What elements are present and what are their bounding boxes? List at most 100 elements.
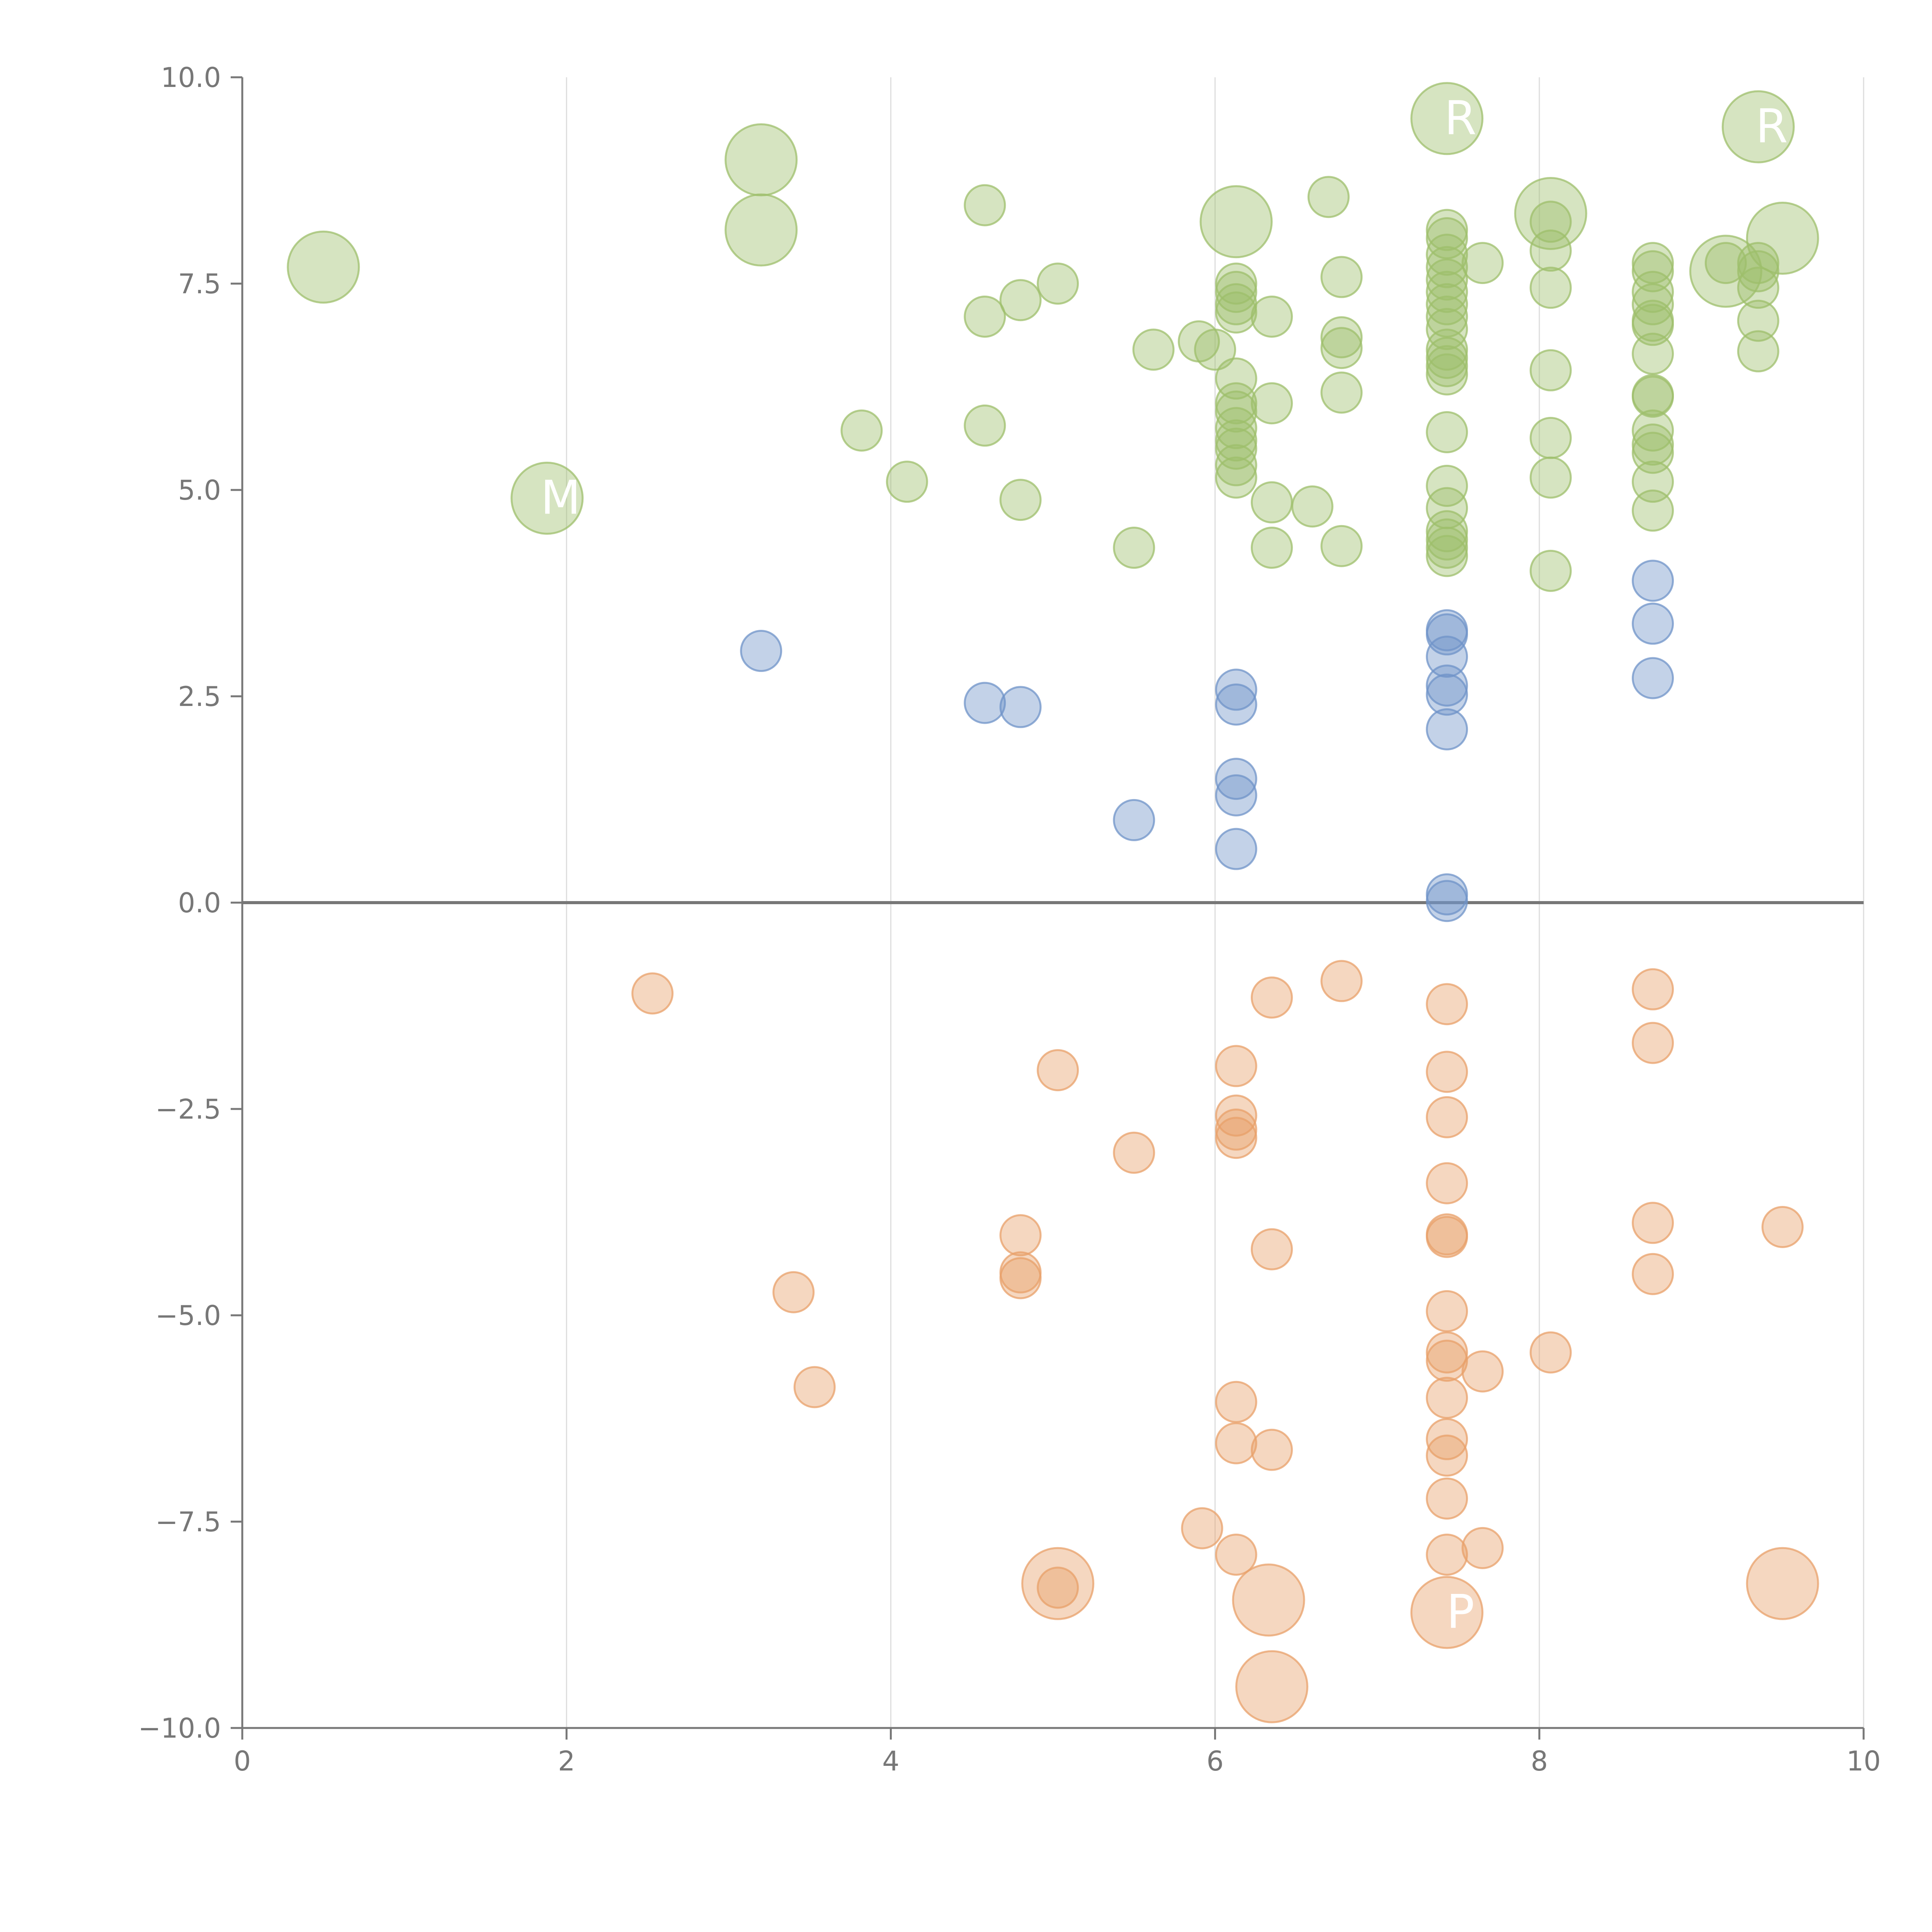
data-point-blue-18 xyxy=(1632,602,1674,645)
data-point-blue-19 xyxy=(1632,657,1674,699)
data-point-green-68 xyxy=(1529,267,1572,309)
data-point-green-12 xyxy=(964,295,1006,338)
data-point-green-92 xyxy=(1737,330,1779,372)
data-point-blue-11 xyxy=(1426,635,1468,678)
series-blue xyxy=(740,560,1674,922)
x-tick-label: 10 xyxy=(1846,1745,1881,1777)
axes: 10.0 7.5 5.0 2.5 0.0 −2.5 −5.0 −7.5 −10.0 0 2 4 6 8 10 xyxy=(138,62,1881,1777)
data-point-orange-40 xyxy=(1632,1202,1674,1244)
data-point-green-78 xyxy=(1632,304,1674,346)
data-point-orange-33 xyxy=(1426,1477,1468,1520)
data-point-green-71 xyxy=(1529,456,1572,499)
data-point-green-90 xyxy=(1737,267,1779,309)
data-point-orange-44 xyxy=(1232,1563,1305,1637)
y-tick-label: 5.0 xyxy=(178,474,221,506)
data-point-green-36 xyxy=(1250,382,1293,425)
data-point-blue-17 xyxy=(1632,560,1674,602)
data-point-orange-0 xyxy=(631,972,674,1015)
data-point-green-85 xyxy=(1632,461,1674,503)
data-point-green-0 xyxy=(287,230,360,304)
x-tick-label: 0 xyxy=(234,1745,251,1777)
data-point-orange-45 xyxy=(1410,1576,1484,1649)
data-point-orange-38 xyxy=(1632,968,1674,1010)
data-point-green-47 xyxy=(1426,233,1468,276)
x-tick-label: 8 xyxy=(1531,1745,1548,1777)
data-point-green-8 xyxy=(1746,202,1819,275)
data-point-green-51 xyxy=(1426,283,1468,325)
data-point-orange-20 xyxy=(1320,960,1363,1002)
data-point-blue-6 xyxy=(1215,758,1257,800)
series-green xyxy=(287,82,1819,592)
data-point-orange-16 xyxy=(1215,1533,1257,1576)
data-point-orange-26 xyxy=(1426,1216,1468,1258)
data-point-green-50 xyxy=(1426,270,1468,313)
data-point-green-17 xyxy=(964,404,1006,447)
data-point-orange-3 xyxy=(999,1214,1042,1257)
data-point-orange-17 xyxy=(1250,976,1293,1019)
data-point-orange-22 xyxy=(1426,1051,1468,1093)
data-point-green-29 xyxy=(1215,390,1257,433)
x-tick-label: 4 xyxy=(882,1745,900,1777)
data-point-green-35 xyxy=(1250,295,1293,338)
data-point-orange-2 xyxy=(793,1366,836,1408)
data-point-blue-3 xyxy=(1113,799,1155,841)
data-point-green-57 xyxy=(1426,353,1468,396)
data-point-green-14 xyxy=(1037,262,1079,305)
data-point-orange-34 xyxy=(1426,1533,1468,1576)
data-points xyxy=(287,82,1819,1723)
data-point-orange-6 xyxy=(1037,1049,1079,1092)
data-point-orange-18 xyxy=(1250,1228,1293,1270)
data-point-green-48 xyxy=(1426,246,1468,288)
data-point-green-75 xyxy=(1632,270,1674,313)
data-point-green-84 xyxy=(1632,432,1674,474)
annotation-label: M xyxy=(541,471,581,525)
annotation-label: R xyxy=(1756,100,1788,153)
data-point-green-7 xyxy=(1721,90,1795,163)
data-point-green-15 xyxy=(840,409,883,452)
data-point-green-49 xyxy=(1426,258,1468,301)
data-point-green-69 xyxy=(1529,349,1572,391)
data-point-green-37 xyxy=(1250,481,1293,524)
data-point-green-65 xyxy=(1461,242,1504,284)
data-point-blue-4 xyxy=(1215,668,1257,711)
y-tick-label: −7.5 xyxy=(155,1506,221,1538)
data-point-green-39 xyxy=(1291,485,1333,528)
y-tick-label: 2.5 xyxy=(178,681,221,713)
data-point-green-13 xyxy=(999,279,1042,321)
data-point-blue-1 xyxy=(964,682,1006,724)
data-point-orange-14 xyxy=(1215,1381,1257,1423)
data-point-orange-27 xyxy=(1426,1290,1468,1332)
data-point-blue-12 xyxy=(1426,664,1468,707)
data-point-green-26 xyxy=(1215,291,1257,334)
data-point-green-70 xyxy=(1529,417,1572,459)
data-point-orange-30 xyxy=(1426,1377,1468,1419)
data-point-orange-37 xyxy=(1529,1331,1572,1374)
data-point-green-82 xyxy=(1632,409,1674,452)
data-point-orange-29 xyxy=(1426,1339,1468,1382)
data-point-orange-15 xyxy=(1215,1422,1257,1464)
data-point-green-3 xyxy=(510,461,584,535)
data-point-orange-32 xyxy=(1426,1434,1468,1477)
y-tick-label: −5.0 xyxy=(155,1300,221,1332)
data-point-orange-36 xyxy=(1461,1527,1504,1569)
data-point-green-72 xyxy=(1529,549,1572,592)
data-point-orange-7 xyxy=(1037,1566,1079,1609)
data-point-green-34 xyxy=(1215,456,1257,499)
data-point-blue-2 xyxy=(999,686,1042,728)
data-point-green-89 xyxy=(1737,250,1779,293)
data-point-green-4 xyxy=(1199,185,1273,259)
data-point-green-11 xyxy=(1307,176,1350,218)
data-point-orange-21 xyxy=(1426,983,1468,1026)
data-point-green-86 xyxy=(1632,489,1674,532)
data-point-green-33 xyxy=(1215,444,1257,486)
data-point-green-67 xyxy=(1529,230,1572,272)
x-tick-label: 6 xyxy=(1206,1745,1224,1777)
y-tick-label: −2.5 xyxy=(155,1094,221,1125)
data-point-orange-19 xyxy=(1250,1429,1293,1471)
data-point-blue-13 xyxy=(1426,673,1468,716)
data-point-green-91 xyxy=(1737,299,1779,342)
data-point-green-32 xyxy=(1215,427,1257,470)
annotation-label: P xyxy=(1446,1585,1474,1639)
data-point-green-41 xyxy=(1320,316,1363,359)
